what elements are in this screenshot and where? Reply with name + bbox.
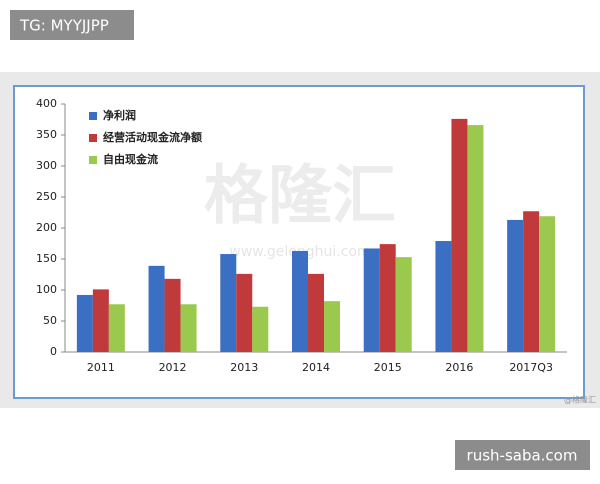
- legend-label: 经营活动现金流净额: [103, 130, 202, 144]
- x-tick-label: 2013: [230, 361, 258, 374]
- y-tick-label: 250: [36, 190, 57, 203]
- bar: [507, 219, 524, 352]
- bar: [236, 273, 253, 352]
- bar: [180, 304, 197, 352]
- bar: [292, 250, 308, 352]
- x-tick-label: 2016: [445, 361, 473, 374]
- legend-label: 净利润: [103, 108, 136, 122]
- x-tick-label: 2011: [87, 361, 115, 374]
- y-tick-label: 350: [36, 128, 57, 141]
- y-tick-label: 100: [36, 283, 57, 296]
- y-tick-label: 50: [43, 314, 57, 327]
- bar: [108, 304, 125, 352]
- bar: [523, 211, 540, 352]
- y-tick-label: 400: [36, 97, 57, 110]
- bottom-label: rush-saba.com: [467, 447, 578, 465]
- y-tick-label: 300: [36, 159, 57, 172]
- legend-swatch: [89, 112, 97, 120]
- bar: [164, 278, 181, 352]
- bar: [92, 289, 109, 352]
- bar: [451, 118, 468, 352]
- legend-swatch: [89, 134, 97, 142]
- watermark: 格隆汇: [204, 160, 396, 234]
- bar: [395, 257, 412, 352]
- top-label-box: [10, 10, 134, 40]
- bar: [379, 244, 396, 352]
- credit: @格隆汇: [564, 395, 596, 405]
- y-tick-label: 150: [36, 252, 57, 265]
- top-label: TG: MYYJJPP: [19, 17, 109, 35]
- x-tick-label: 2017Q3: [509, 361, 553, 374]
- bar: [539, 216, 556, 352]
- bar: [363, 248, 380, 352]
- bar: [435, 241, 452, 352]
- x-tick-label: 2015: [374, 361, 402, 374]
- y-tick-label: 0: [50, 345, 57, 358]
- bar: [324, 301, 340, 352]
- x-tick-label: 2014: [302, 361, 330, 374]
- y-tick-label: 200: [36, 221, 57, 234]
- bottom-label-box: [455, 440, 590, 470]
- legend-label: 自由现金流: [103, 152, 158, 166]
- bar: [148, 265, 165, 352]
- bar: [76, 294, 93, 352]
- bar: [252, 306, 269, 352]
- x-tick-label: 2012: [159, 361, 187, 374]
- bar: [467, 125, 484, 352]
- bar: [308, 273, 324, 352]
- legend-swatch: [89, 156, 97, 164]
- bar: [220, 254, 237, 352]
